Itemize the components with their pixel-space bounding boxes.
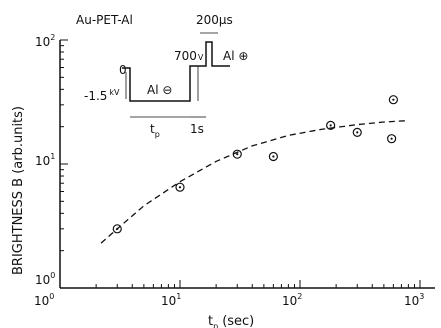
zero-volt-label: 0	[119, 63, 127, 77]
pulse-width-label: 200μs	[196, 13, 233, 27]
axes	[59, 40, 435, 289]
al-positive-label: Al ⊕	[223, 49, 248, 63]
y-axis-title: BRIGHTNESS B (arb.units)	[11, 106, 26, 275]
x-tick-label: 103	[404, 292, 424, 308]
y-tick-label: 101	[35, 152, 55, 168]
x-axis-title: tp (sec)	[208, 314, 254, 328]
tick-marks	[59, 39, 421, 289]
data-point	[268, 151, 278, 162]
x-tick-label: 100	[34, 292, 54, 308]
tp-label: tp	[150, 122, 160, 139]
y-tick-label: 102	[35, 33, 55, 49]
y-tick-labels: 100 101 102	[35, 33, 55, 287]
data-point	[387, 134, 397, 144]
data-point	[232, 149, 242, 159]
chart-title: Au-PET-Al	[76, 13, 133, 27]
al-negative-label: Al ⊖	[147, 83, 172, 97]
data-point	[326, 120, 336, 130]
data-point	[388, 95, 398, 105]
data-point	[175, 182, 185, 192]
x-tick-label: 101	[161, 292, 181, 308]
x-tick-label: 102	[282, 292, 302, 308]
gap-label: 1s	[190, 122, 204, 136]
x-tick-labels: 100 101 102 103	[34, 292, 424, 308]
data-point	[352, 127, 362, 137]
y-tick-label: 100	[35, 271, 55, 287]
pos-voltage-label: 700V	[174, 49, 204, 63]
fit-curve	[100, 119, 409, 244]
neg-voltage-label: -1.5 kV	[84, 88, 120, 103]
data-points	[112, 95, 398, 234]
data-point	[112, 224, 122, 234]
pulse-waveform-inset: 0 -1.5 kV Al ⊖ 700V Al ⊕ 200μs tp 1s	[84, 13, 248, 139]
